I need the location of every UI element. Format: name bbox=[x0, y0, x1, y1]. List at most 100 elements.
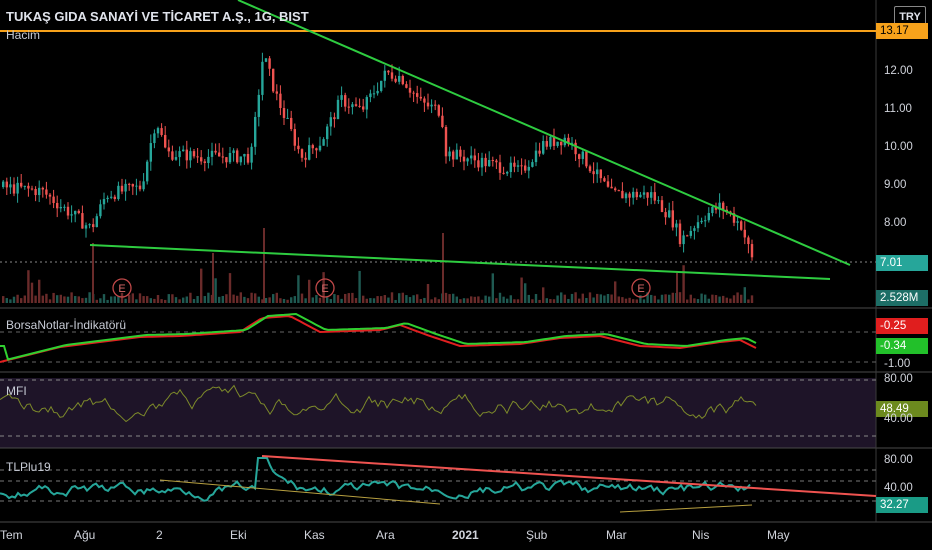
candle-body bbox=[41, 187, 44, 190]
candle-body bbox=[394, 78, 397, 82]
volume-bar bbox=[70, 292, 73, 303]
candle-body bbox=[707, 213, 710, 221]
volume-bar bbox=[646, 292, 649, 303]
candle-body bbox=[164, 134, 167, 148]
candle-body bbox=[239, 156, 242, 163]
volume-bar bbox=[524, 283, 527, 303]
candle-body bbox=[581, 151, 584, 159]
volume-bar bbox=[668, 294, 671, 303]
volume-bar bbox=[513, 299, 516, 303]
price-tick: 11.00 bbox=[884, 103, 912, 115]
volume-bar bbox=[704, 294, 707, 303]
volume-bar bbox=[282, 298, 286, 303]
candle-body bbox=[70, 214, 73, 216]
volume-spike bbox=[442, 233, 444, 303]
candle-body bbox=[189, 151, 192, 161]
candle-body bbox=[711, 206, 714, 214]
candle-body bbox=[671, 210, 674, 228]
volume-bar bbox=[203, 296, 206, 303]
volume-bar bbox=[495, 298, 498, 303]
candle-body bbox=[275, 91, 278, 94]
candle-body bbox=[401, 75, 404, 85]
volume-bar bbox=[531, 299, 534, 303]
candle-body bbox=[268, 58, 271, 69]
candle-body bbox=[102, 199, 106, 205]
volume-bar bbox=[405, 295, 408, 303]
volume-bar bbox=[131, 293, 134, 303]
candle-body bbox=[423, 98, 426, 103]
candle-body bbox=[113, 196, 116, 200]
earnings-marker-label: E bbox=[637, 283, 644, 295]
earnings-marker-label: E bbox=[321, 283, 328, 295]
volume-bar bbox=[117, 296, 120, 303]
candle-body bbox=[128, 183, 131, 185]
candle-body bbox=[740, 221, 743, 230]
candle-body bbox=[52, 196, 55, 203]
candle-body bbox=[405, 84, 408, 88]
volume-bar bbox=[174, 297, 178, 303]
volume-bar bbox=[102, 294, 106, 303]
volume-bar bbox=[527, 294, 530, 303]
candle-body bbox=[480, 157, 484, 168]
candle-body bbox=[354, 104, 358, 106]
candle-body bbox=[174, 157, 178, 160]
volume-bar bbox=[185, 296, 188, 303]
candle-body bbox=[610, 186, 613, 189]
volume-bar bbox=[455, 296, 458, 303]
volume-bar bbox=[333, 294, 336, 303]
volume-bar bbox=[318, 297, 322, 303]
volume-bar bbox=[113, 296, 116, 303]
volume-bar bbox=[459, 299, 462, 303]
candle-body bbox=[516, 165, 520, 167]
volume-bar bbox=[250, 292, 253, 303]
volume-bar bbox=[473, 296, 476, 303]
volume-bar bbox=[653, 295, 656, 303]
candle-body bbox=[675, 223, 678, 228]
volume-bar bbox=[189, 292, 192, 303]
volume-bar bbox=[221, 295, 224, 303]
candle-body bbox=[16, 182, 19, 194]
volume-bar bbox=[167, 294, 170, 303]
candle-body bbox=[308, 145, 311, 160]
candle-body bbox=[282, 108, 286, 118]
candle-body bbox=[117, 185, 120, 200]
candle-body bbox=[437, 105, 440, 116]
candle-body bbox=[178, 151, 181, 158]
candle-body bbox=[718, 202, 721, 210]
candle-body bbox=[351, 104, 354, 108]
candle-body bbox=[704, 220, 707, 222]
x-axis-label: May bbox=[767, 528, 790, 542]
volume-bar bbox=[5, 298, 8, 303]
volume-bar bbox=[747, 299, 750, 303]
volume-bar bbox=[567, 298, 570, 303]
candle-body bbox=[628, 193, 631, 198]
price-tick: 9.00 bbox=[884, 179, 907, 191]
candle-body bbox=[297, 145, 300, 150]
volume-bar bbox=[138, 293, 142, 303]
lower-trendline bbox=[89, 244, 831, 280]
candle-body bbox=[81, 213, 84, 229]
candle-body bbox=[542, 141, 545, 154]
candle-body bbox=[448, 151, 451, 157]
x-axis-label: Nis bbox=[692, 528, 710, 542]
volume-bar bbox=[311, 297, 314, 303]
candle-body bbox=[614, 188, 617, 191]
volume-bar bbox=[520, 277, 523, 303]
volume-bar bbox=[268, 297, 271, 303]
candle-body bbox=[635, 191, 638, 198]
candle-body bbox=[77, 210, 80, 214]
volume-label: Hacim bbox=[6, 28, 41, 42]
volume-bar bbox=[588, 292, 592, 303]
volume-bar bbox=[657, 299, 660, 303]
currency-button[interactable]: TRY bbox=[894, 6, 926, 28]
candle-body bbox=[160, 128, 163, 135]
volume-bar bbox=[462, 298, 466, 303]
mfi-tick: 40.00 bbox=[884, 413, 913, 425]
volume-bar bbox=[48, 299, 52, 303]
volume-bar bbox=[444, 292, 448, 303]
candle-body bbox=[293, 129, 296, 146]
volume-bar bbox=[243, 296, 246, 303]
volume-bar bbox=[437, 299, 440, 303]
